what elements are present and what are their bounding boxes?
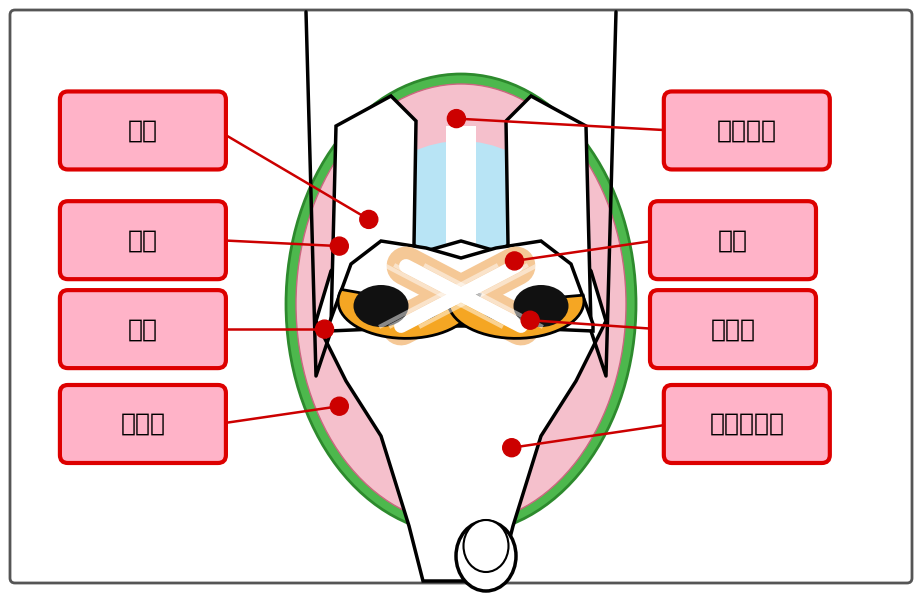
Polygon shape [331,96,446,326]
Text: 半月板: 半月板 [711,317,755,341]
Ellipse shape [456,521,516,591]
FancyBboxPatch shape [664,385,830,463]
Polygon shape [316,226,606,581]
Circle shape [521,311,539,329]
Circle shape [330,237,349,255]
Polygon shape [338,289,473,339]
Polygon shape [476,96,591,326]
Polygon shape [329,241,593,331]
Ellipse shape [353,285,408,327]
FancyBboxPatch shape [60,201,226,279]
Ellipse shape [331,141,591,441]
Circle shape [330,397,349,415]
Circle shape [315,320,334,338]
FancyBboxPatch shape [650,290,816,368]
Ellipse shape [286,74,636,534]
Circle shape [360,211,378,228]
Polygon shape [448,289,584,339]
Text: 関節包: 関節包 [121,412,165,436]
FancyBboxPatch shape [650,201,816,279]
Text: 滑膜: 滑膜 [128,317,158,341]
FancyBboxPatch shape [60,385,226,463]
Text: すねの骨: すねの骨 [716,119,777,142]
FancyBboxPatch shape [664,91,830,170]
FancyBboxPatch shape [60,290,226,368]
Circle shape [447,110,466,127]
Ellipse shape [464,520,509,572]
Text: 靭帯: 靭帯 [718,228,748,252]
Polygon shape [446,126,476,326]
Text: 軟骨: 軟骨 [128,119,158,142]
FancyBboxPatch shape [10,10,912,583]
Text: 滑液: 滑液 [128,228,158,252]
Ellipse shape [296,84,626,524]
Circle shape [505,252,524,270]
Circle shape [502,439,521,457]
Ellipse shape [514,285,569,327]
Text: 太ももの骨: 太ももの骨 [709,412,785,436]
FancyBboxPatch shape [60,91,226,170]
